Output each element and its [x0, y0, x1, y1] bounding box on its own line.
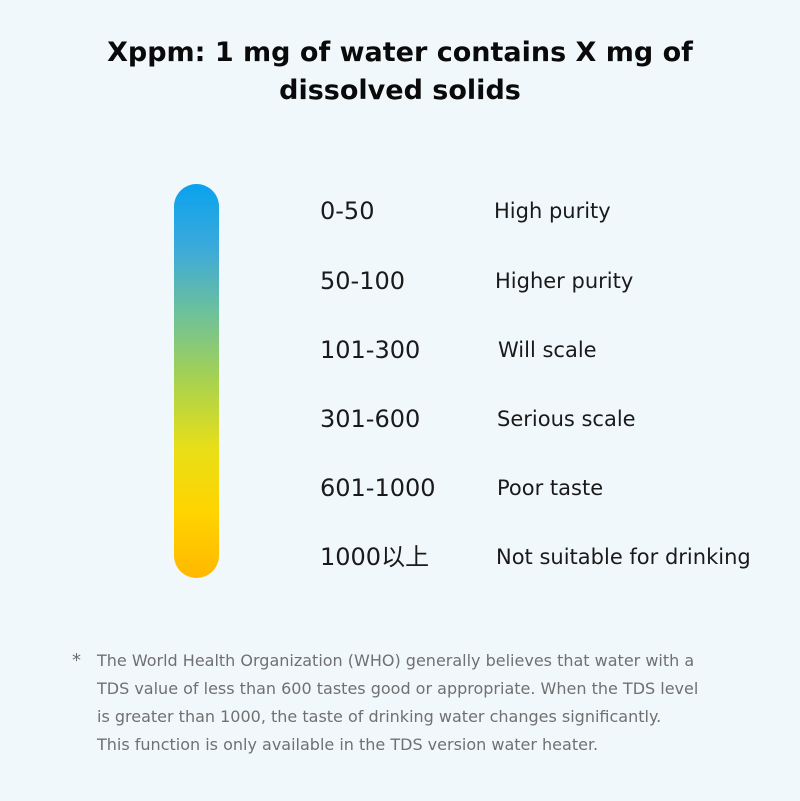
scale-row-will-scale: 101-300 Will scale	[0, 330, 800, 370]
range-label: 0-50	[320, 197, 375, 225]
description-label: Serious scale	[497, 407, 636, 431]
scale-row-not-suitable: 1000以上 Not suitable for drinking	[0, 537, 800, 577]
range-label: 50-100	[320, 267, 406, 295]
page-title: Xppm: 1 mg of water contains X mg of dis…	[60, 34, 740, 110]
scale-row-higher-purity: 50-100 Higher purity	[0, 261, 800, 301]
range-label: 1000以上	[320, 543, 430, 571]
description-label: Not suitable for drinking	[496, 545, 751, 569]
scale-row-serious-scale: 301-600 Serious scale	[0, 399, 800, 439]
tds-color-scale-bar	[174, 184, 219, 578]
scale-row-high-purity: 0-50 High purity	[0, 191, 800, 231]
range-label: 601-1000	[320, 474, 436, 502]
description-label: Poor taste	[497, 476, 604, 500]
footnote-line: The World Health Organization (WHO) gene…	[97, 651, 695, 670]
description-label: High purity	[494, 199, 611, 223]
description-label: Higher purity	[495, 269, 634, 293]
range-label: 101-300	[320, 336, 421, 364]
range-label: 301-600	[320, 405, 421, 433]
footnote-line: TDS value of less than 600 tastes good o…	[97, 679, 699, 698]
description-label: Will scale	[498, 338, 597, 362]
footnote-line: is greater than 1000, the taste of drink…	[97, 707, 662, 726]
page-title-line-1: Xppm: 1 mg of water contains X mg of	[107, 37, 693, 68]
asterisk-marker: *	[72, 650, 81, 671]
footnote-line: This function is only available in the T…	[97, 735, 599, 754]
scale-row-poor-taste: 601-1000 Poor taste	[0, 468, 800, 508]
page-title-line-2: dissolved solids	[279, 75, 521, 106]
